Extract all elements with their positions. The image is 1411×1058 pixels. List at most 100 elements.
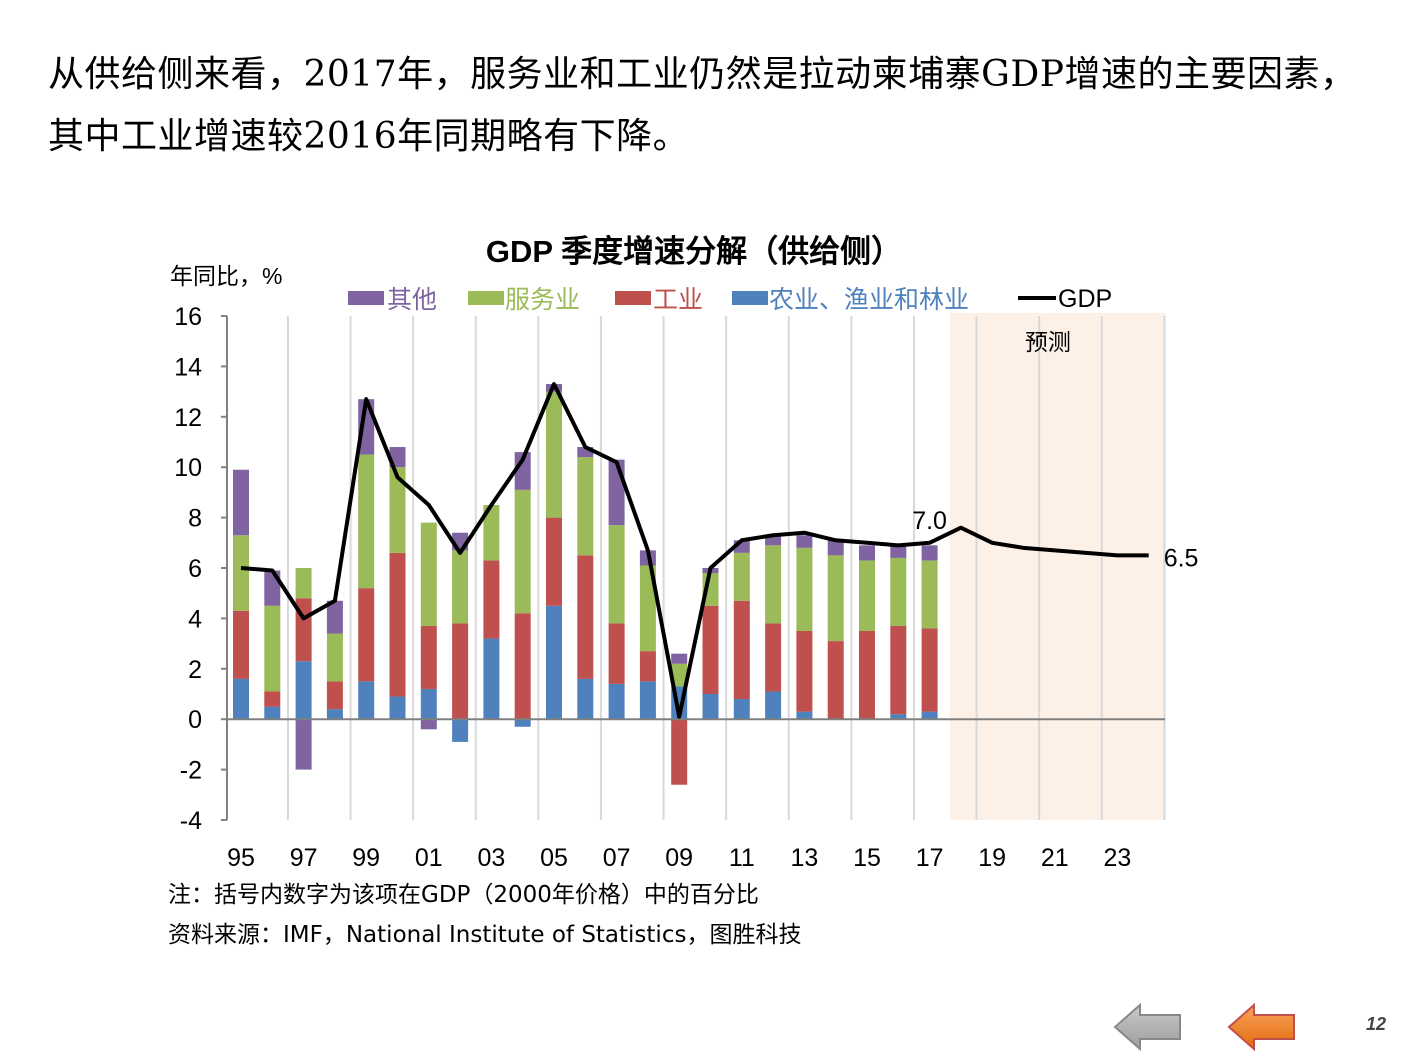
bar-services-1995 bbox=[233, 535, 249, 611]
y-tick-label: 0 bbox=[188, 706, 202, 734]
bar-services-2009 bbox=[671, 663, 688, 687]
bar-other-2017 bbox=[921, 545, 938, 561]
bar-services-2012 bbox=[765, 545, 782, 624]
bar-agriculture-2016 bbox=[890, 714, 907, 720]
bar-services-2015 bbox=[859, 560, 875, 631]
bar-other-1995 bbox=[233, 469, 249, 536]
bar-agriculture-1996 bbox=[264, 706, 281, 720]
back-arrow-button[interactable] bbox=[1112, 1002, 1184, 1052]
bar-other-1998 bbox=[326, 600, 343, 634]
x-tick-label: 95 bbox=[227, 844, 255, 872]
bar-agriculture-2003 bbox=[483, 638, 500, 720]
bar-agriculture-2004 bbox=[514, 719, 531, 727]
bar-agriculture-2008 bbox=[639, 681, 656, 720]
bar-agriculture-2010 bbox=[702, 694, 719, 720]
bar-industry-2004 bbox=[514, 613, 531, 720]
x-tick-label: 03 bbox=[477, 844, 505, 872]
bar-other-2015 bbox=[859, 545, 875, 561]
bar-other-2007 bbox=[608, 459, 625, 526]
bar-industry-2008 bbox=[639, 651, 656, 682]
y-tick-label: 12 bbox=[174, 404, 202, 432]
bar-services-2016 bbox=[890, 557, 907, 626]
bar-industry-2016 bbox=[890, 625, 907, 715]
x-tick-label: 15 bbox=[853, 844, 881, 872]
forward-arrow-button[interactable] bbox=[1226, 1002, 1298, 1052]
legend-label-services: 服务业 bbox=[505, 286, 580, 314]
bar-agriculture-2017 bbox=[921, 711, 938, 720]
slide-heading: 从供给侧来看，2017年，服务业和工业仍然是拉动柬埔寨GDP增速的主要因素，其中… bbox=[48, 54, 1357, 157]
bar-industry-2012 bbox=[765, 623, 782, 692]
bar-other-2014 bbox=[827, 540, 844, 556]
y-tick-label: 4 bbox=[188, 605, 202, 633]
legend-label-industry: 工业 bbox=[653, 286, 703, 314]
bar-industry-1996 bbox=[264, 691, 281, 707]
bar-services-2002 bbox=[452, 550, 469, 624]
bar-agriculture-1997 bbox=[295, 661, 312, 720]
y-tick-label: -4 bbox=[180, 807, 202, 835]
x-tick-label: 19 bbox=[978, 844, 1006, 872]
bar-industry-2017 bbox=[921, 628, 938, 712]
y-tick-label: 6 bbox=[188, 555, 202, 583]
bar-agriculture-2002 bbox=[452, 719, 469, 742]
y-tick-label: 16 bbox=[174, 303, 202, 331]
legend-label-other: 其他 bbox=[387, 286, 437, 314]
bar-services-2004 bbox=[514, 489, 531, 614]
y-tick-label: 2 bbox=[188, 656, 202, 684]
x-tick-label: 99 bbox=[352, 844, 380, 872]
bar-industry-2011 bbox=[733, 600, 750, 700]
left-arrow-orange-icon bbox=[1227, 1002, 1295, 1052]
bar-services-2003 bbox=[483, 505, 500, 561]
bar-agriculture-1999 bbox=[358, 681, 375, 720]
chart-source: 资料来源：IMF，National Institute of Statistic… bbox=[168, 922, 802, 948]
y-tick-label: 8 bbox=[188, 505, 202, 533]
bar-services-1996 bbox=[264, 605, 281, 692]
legend-label-agriculture: 农业、渔业和林业 bbox=[769, 286, 969, 314]
bar-other-2012 bbox=[765, 535, 782, 546]
bar-agriculture-2013 bbox=[796, 711, 813, 720]
bar-industry-1999 bbox=[358, 588, 375, 682]
data-label: 7.0 bbox=[912, 507, 947, 535]
bar-agriculture-2011 bbox=[733, 699, 750, 720]
left-arrow-grey-icon bbox=[1113, 1002, 1181, 1052]
legend-swatch-other bbox=[348, 291, 384, 305]
bar-services-2005 bbox=[546, 391, 562, 518]
bar-industry-2013 bbox=[796, 631, 813, 712]
x-tick-label: 05 bbox=[540, 844, 568, 872]
page-number: 12 bbox=[1366, 1014, 1387, 1034]
bar-other-2006 bbox=[577, 447, 594, 458]
bar-industry-1995 bbox=[233, 610, 249, 679]
forecast-region bbox=[949, 313, 1166, 820]
bar-industry-2007 bbox=[608, 623, 625, 684]
bar-agriculture-2000 bbox=[389, 696, 406, 720]
gdp-line bbox=[240, 382, 1149, 719]
bar-industry-2010 bbox=[702, 605, 719, 694]
bar-agriculture-2001 bbox=[420, 688, 437, 720]
bar-services-2000 bbox=[389, 467, 406, 553]
legend-swatch-services bbox=[468, 291, 504, 305]
y-tick-label: 10 bbox=[174, 454, 202, 482]
legend-label-gdp: GDP bbox=[1058, 285, 1112, 313]
bar-industry-2006 bbox=[577, 555, 594, 679]
x-tick-label: 17 bbox=[916, 844, 944, 872]
x-tick-label: 07 bbox=[603, 844, 631, 872]
x-tick-label: 09 bbox=[665, 844, 693, 872]
y-tick-label: 14 bbox=[174, 353, 202, 381]
bar-services-1999 bbox=[358, 454, 375, 589]
x-tick-label: 21 bbox=[1041, 844, 1069, 872]
bar-services-2006 bbox=[577, 457, 594, 556]
bar-industry-2003 bbox=[483, 560, 500, 639]
bar-industry-2015 bbox=[859, 631, 875, 720]
legend-swatch-agriculture bbox=[732, 291, 768, 305]
bar-other-2001 bbox=[420, 719, 437, 730]
chart-note: 注：括号内数字为该项在GDP（2000年价格）中的百分比 bbox=[168, 882, 759, 908]
bar-agriculture-2007 bbox=[608, 683, 625, 720]
bar-industry-2009 bbox=[671, 719, 688, 785]
forecast-label: 预测 bbox=[1025, 329, 1071, 355]
bar-other-2009 bbox=[671, 653, 688, 664]
bar-industry-2002 bbox=[452, 623, 469, 720]
bar-industry-2005 bbox=[546, 517, 562, 606]
bar-agriculture-2012 bbox=[765, 691, 782, 720]
x-tick-label: 97 bbox=[290, 844, 318, 872]
bar-services-2017 bbox=[921, 560, 938, 629]
